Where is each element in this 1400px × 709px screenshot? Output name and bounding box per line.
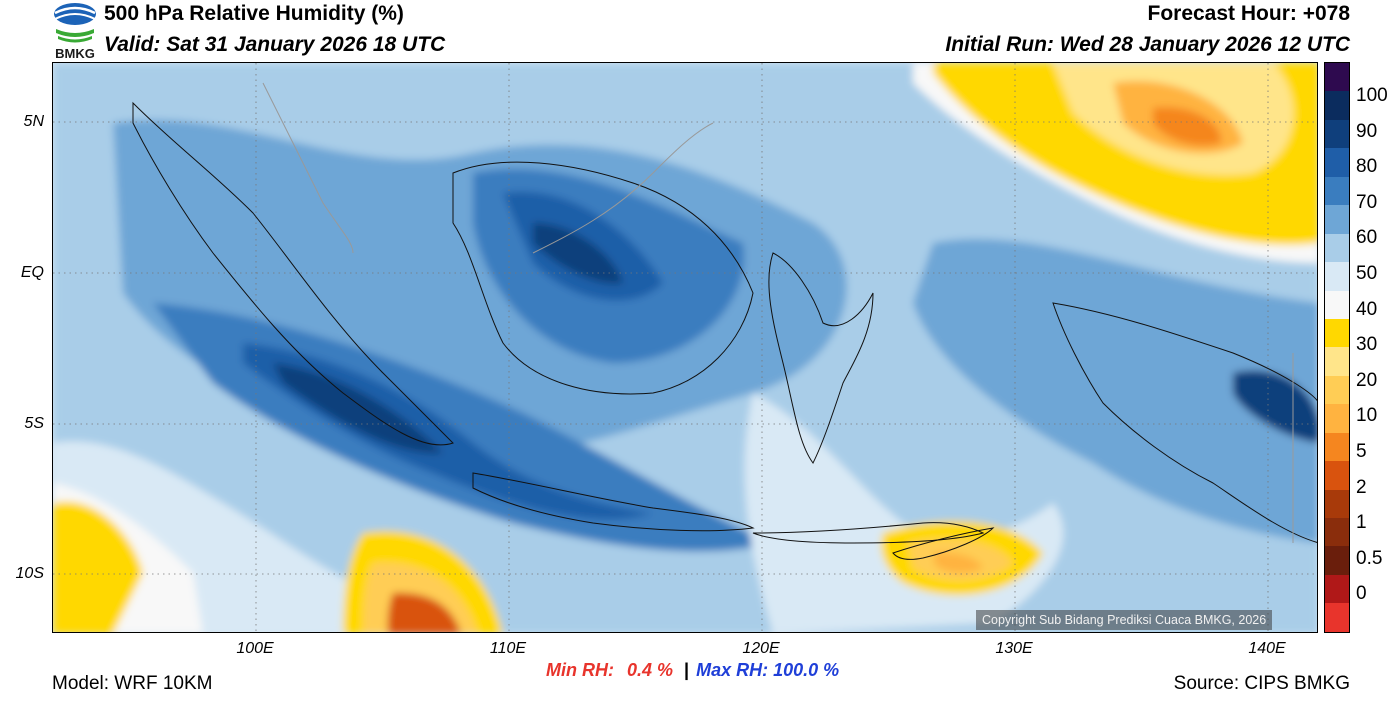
colorbar-block [1325,91,1349,120]
colorbar-label: 10 [1356,405,1378,427]
colorbar-label: 20 [1356,369,1378,391]
minmax-separator: | [684,660,690,680]
rh-5-10-ne [1153,107,1222,146]
colorbar-block [1325,233,1349,263]
lon-label-140e: 140E [1248,640,1286,657]
colorbar-label: 60 [1356,227,1378,249]
colorbar-block [1325,432,1349,462]
colorbar [1324,62,1350,633]
valid-time: Valid: Sat 31 January 2026 18 UTC [104,33,446,56]
colorbar-label: 40 [1356,298,1378,320]
colorbar-label: 90 [1356,120,1378,142]
graticule [53,63,1317,632]
coast-sumatra [132,101,454,446]
lat-label-5n: 5N [23,113,44,130]
lon-label-120e: 120E [742,640,780,657]
border-malay-peninsula [262,82,354,254]
rh-90-core-2 [533,223,623,284]
colorbar-block [1325,148,1349,177]
rh-30-40-sw [53,501,143,632]
lat-label-eq: EQ [20,264,44,281]
colorbar-label: 70 [1356,191,1378,213]
colorbar-block [1325,347,1349,376]
min-rh-value: 0.4 % [627,660,674,680]
chart-title: 500 hPa Relative Humidity (%) [104,2,404,25]
border-borneo [532,122,714,254]
coast-borneo [452,161,754,395]
lat-label-10s: 10S [15,565,44,582]
colorbar-label: 0 [1356,583,1367,605]
min-rh-label: Min RH: [546,660,614,680]
humidity-field [53,63,1317,632]
coast-papua [1052,302,1317,543]
logo-text: BMKG [55,46,95,60]
colorbar-block [1325,603,1349,632]
model-label: Model: WRF 10KM [52,673,213,694]
borders [262,82,1294,543]
colorbar-block [1325,63,1349,92]
source-label: Source: CIPS BMKG [1173,673,1350,694]
copyright-notice: Copyright Sub Bidang Prediksi Cuaca BMKG… [976,610,1273,630]
lon-label-110e: 110E [489,640,527,657]
colorbar-block [1325,262,1349,291]
colorbar-block [1325,404,1349,433]
colorbar-block [1325,205,1349,234]
coast-nusa-tenggara [752,522,985,544]
colorbar-label: 1 [1356,512,1367,534]
rh-90-core [273,363,443,454]
colorbar-block [1325,518,1349,547]
rh-10-20-timor [933,552,983,573]
colorbar-label: 0.5 [1356,547,1383,569]
coast-sulawesi [768,252,874,464]
colorbar-block [1325,546,1349,575]
coast-timor [892,527,995,560]
colorbar-block [1325,176,1349,206]
colorbar-block [1325,290,1349,319]
max-rh-value: 100.0 % [773,660,840,680]
rh-2-5-south [387,592,461,632]
lat-label-5s: 5S [24,415,44,432]
bmkg-logo: BMKG [52,0,98,61]
colorbar-label: 50 [1356,263,1378,284]
rh-60-70-east [913,238,1317,543]
min-rh: Min RH: 0.4 % | Max RH: 100.0 % [546,660,839,681]
colorbar-block [1325,574,1349,604]
colorbar-block [1325,489,1349,518]
colorbar-block [1325,375,1349,405]
colorbar-label: 80 [1356,156,1378,178]
lon-label-100e: 100E [236,640,274,657]
colorbar-block [1325,318,1349,348]
colorbar-block [1325,461,1349,490]
max-rh-label: Max RH: [696,660,769,680]
colorbar-label: 30 [1356,334,1378,356]
lon-label-130e: 130E [995,640,1033,657]
rh-90-core-3 [1233,370,1317,443]
coast-java [472,472,755,532]
coastlines [132,101,1317,560]
colorbar-label: 100 [1356,85,1388,106]
colorbar-label: 2 [1356,476,1367,498]
forecast-hour: Forecast Hour: +078 [1147,2,1351,25]
initial-run: Initial Run: Wed 28 January 2026 12 UTC [945,33,1350,56]
humidity-map [52,62,1318,633]
colorbar-block [1325,119,1349,149]
colorbar-label: 5 [1356,441,1367,462]
